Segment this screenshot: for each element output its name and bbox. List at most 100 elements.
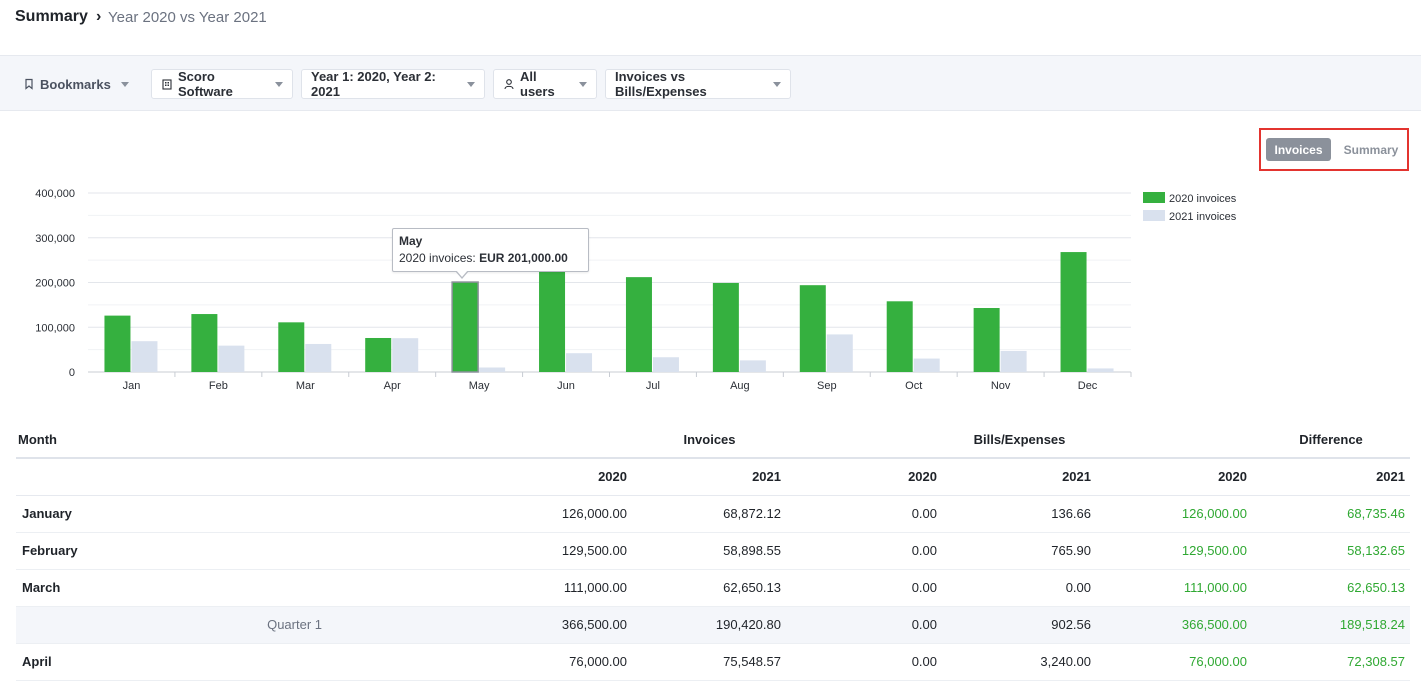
diff2021-cell: 68,735.46 [1252,495,1410,533]
bar-2020 [886,301,913,372]
bar-2021 [1087,368,1114,372]
table-row-subtotal: Quarter 1 366,500.00 190,420.80 0.00 902.56 3… [16,606,1410,644]
chart-tooltip: May 2020 invoices: EUR 201,000.00 [392,228,589,272]
invoices-tab[interactable]: Invoices [1266,138,1331,161]
invoices-bar-chart: 400,000 300,000 200,000 100,000 0 Jan Feb Mar Ap… [0,180,1421,400]
chevron-down-icon [579,81,587,87]
filter-toolbar: Bookmarks Scoro Software Year 1: 2020, Y… [0,55,1421,111]
table-row: April 76,000.00 75,548.57 0.00 3,240.00 76,00… [16,643,1410,681]
y-tick-label: 300,000 [35,233,75,245]
diff2020-cell: 366,500.00 [1096,606,1252,644]
bar-2021 [739,360,766,372]
bar-2020 [712,282,739,372]
tooltip-value: EUR 201,000.00 [479,251,568,265]
x-tick-label: Apr [384,380,401,392]
bar-2020 [625,277,652,372]
col-year: 2021 [632,458,786,496]
legend-swatch [1143,210,1165,221]
building-icon [161,78,173,90]
tooltip-body: 2020 invoices: EUR 201,000.00 [399,251,582,265]
company-select[interactable]: Scoro Software [151,69,293,99]
bill2021-cell: 902.56 [942,606,1096,644]
bar-2021 [479,367,506,372]
bill2020-cell: 0.00 [786,532,942,570]
x-tick-label: Mar [296,380,315,392]
inv2020-cell: 366,500.00 [475,606,632,644]
bar-2020 [191,314,218,372]
legend-label: 2021 invoices [1169,211,1237,223]
y-tick-label: 400,000 [35,188,75,200]
y-tick-label: 0 [69,367,75,379]
bar-2020 [799,285,826,372]
legend-label: 2020 invoices [1169,193,1237,205]
chart-canvas: 400,000 300,000 200,000 100,000 0 Jan Feb Mar Ap… [35,188,1237,392]
tooltip-label: 2020 invoices: [399,251,480,265]
inv2020-cell: 126,000.00 [475,495,632,533]
bill2020-cell: 0.00 [786,569,942,607]
diff2020-cell: 129,500.00 [1096,532,1252,570]
view-toggle: Invoices Summary [1259,128,1409,171]
bar-2020 [278,322,305,372]
diff2021-cell: 58,132.65 [1252,532,1410,570]
inv2020-cell: 111,000.00 [475,569,632,607]
inv2020-cell: 76,000.00 [475,643,632,681]
bar-2021 [392,338,419,372]
page-header: Summary › Year 2020 vs Year 2021 [0,0,1421,55]
col-difference: Difference [1252,421,1410,459]
inv2021-cell: 190,420.80 [632,606,786,644]
bookmarks-dropdown[interactable]: Bookmarks [14,69,138,99]
table-row: February 129,500.00 58,898.55 0.00 765.90 129… [16,532,1410,570]
col-year: 2021 [942,458,1096,496]
bill2021-cell: 0.00 [942,569,1096,607]
bar-2020 [104,315,131,372]
bill2021-cell: 136.66 [942,495,1096,533]
company-label: Scoro Software [178,69,233,99]
x-tick-label: May [469,380,490,392]
col-month: Month [16,421,475,459]
diff2021-cell: 189,518.24 [1252,606,1410,644]
bar-2021 [913,358,940,372]
bar-2020 [365,337,392,372]
diff2020-cell: 111,000.00 [1096,569,1252,607]
chevron-down-icon [773,81,781,87]
year-range-label: Year 1: 2020, Year 2: 2021 [311,69,436,99]
diff2020-cell: 76,000.00 [1096,643,1252,681]
x-tick-label: Sep [817,380,837,392]
table-row: January 126,000.00 68,872.12 0.00 136.66 126,… [16,495,1410,533]
month-cell: April [16,643,475,681]
tooltip-pointer-fill [456,270,468,277]
bill2021-cell: 765.90 [942,532,1096,570]
x-tick-label: Aug [730,380,750,392]
col-year: 2020 [475,458,632,496]
users-label: All users [520,69,555,99]
bar-2021 [826,334,853,372]
bookmark-icon [23,78,35,90]
bookmarks-label: Bookmarks [40,76,111,92]
diff2020-cell: 126,000.00 [1096,495,1252,533]
col-year: 2020 [786,458,942,496]
bar-2020 [451,281,479,373]
chevron-down-icon [467,81,475,87]
inv2021-cell: 62,650.13 [632,569,786,607]
bar-2020 [539,269,566,372]
year-range-select[interactable]: Year 1: 2020, Year 2: 2021 [301,69,485,99]
y-tick-label: 200,000 [35,278,75,290]
month-cell: February [16,532,475,570]
subtotal-label: Quarter 1 [16,606,475,644]
summary-tab[interactable]: Summary [1343,142,1399,157]
col-invoices: Invoices [632,421,942,459]
bill2020-cell: 0.00 [786,643,942,681]
comparison-select[interactable]: Invoices vs Bills/Expenses [605,69,791,99]
bar-2021 [566,353,593,372]
col-year: 2021 [1252,458,1410,496]
breadcrumb-title[interactable]: Summary [15,8,88,25]
inv2021-cell: 75,548.57 [632,643,786,681]
users-select[interactable]: All users [493,69,597,99]
comparison-label: Invoices vs Bills/Expenses [615,69,707,99]
col-bills: Bills/Expenses [942,421,1252,459]
summary-table: Month Invoices Bills/Expenses Difference… [16,421,1410,681]
bill2020-cell: 0.00 [786,495,942,533]
inv2021-cell: 58,898.55 [632,532,786,570]
bar-2021 [305,343,332,372]
legend-swatch [1143,192,1165,203]
